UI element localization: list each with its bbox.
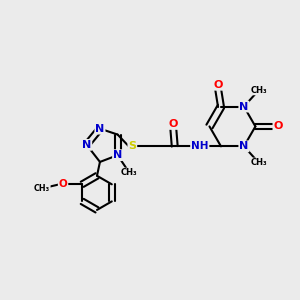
Text: N: N [239, 141, 249, 151]
Text: N: N [82, 140, 91, 150]
Text: O: O [273, 122, 283, 131]
Text: O: O [213, 80, 223, 90]
Text: S: S [128, 141, 136, 151]
Text: O: O [169, 119, 178, 129]
Text: O: O [59, 179, 68, 189]
Text: N: N [95, 124, 105, 134]
Text: CH₃: CH₃ [251, 158, 268, 167]
Text: N: N [239, 102, 249, 112]
Text: NH: NH [191, 141, 208, 151]
Text: CH₃: CH₃ [251, 85, 268, 94]
Text: N: N [113, 150, 122, 160]
Text: CH₃: CH₃ [121, 168, 137, 177]
Text: CH₃: CH₃ [34, 184, 50, 193]
